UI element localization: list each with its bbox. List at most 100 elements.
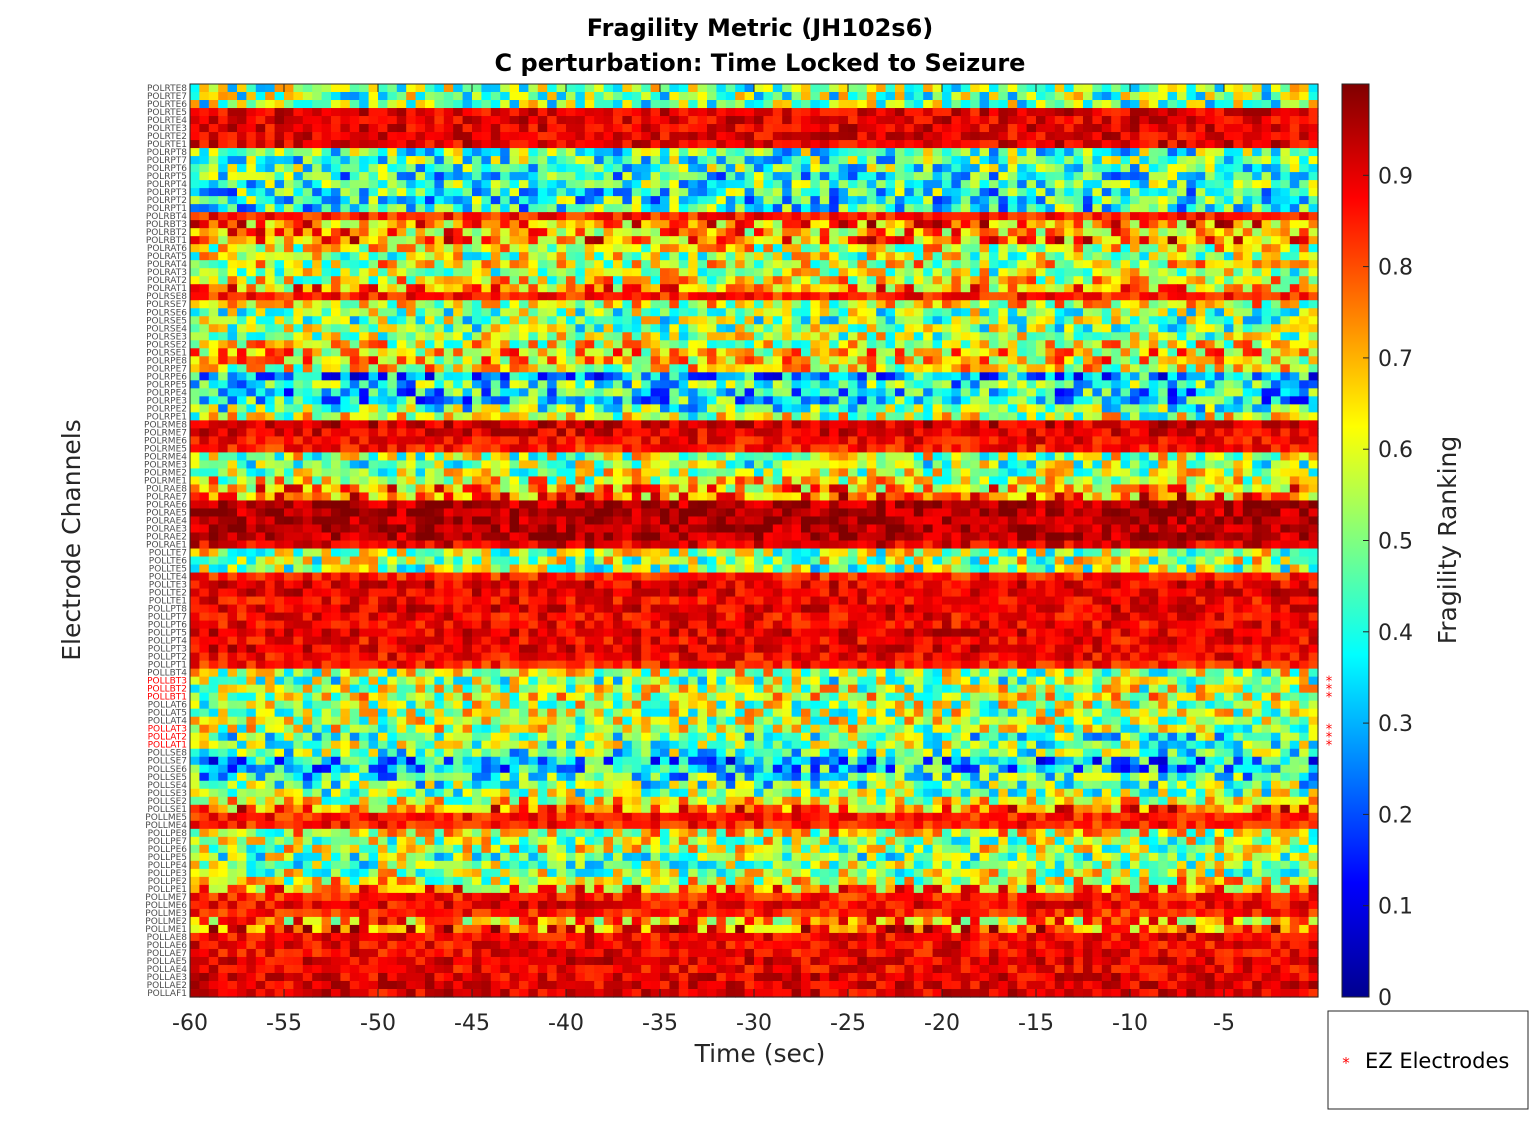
heatmap-cell	[669, 292, 680, 301]
heatmap-cell	[1073, 356, 1084, 365]
heatmap-cell	[528, 108, 539, 117]
heatmap-cell	[998, 84, 1009, 93]
heatmap-cell	[378, 332, 388, 341]
heatmap-cell	[547, 356, 558, 365]
heatmap-cell	[584, 364, 595, 373]
heatmap-cell	[819, 236, 830, 245]
heatmap-cell	[218, 92, 229, 101]
heatmap-cell	[622, 188, 633, 197]
heatmap-cell	[1242, 252, 1253, 261]
heatmap-cell	[293, 204, 304, 213]
heatmap-cell	[556, 372, 567, 381]
heatmap-cell	[735, 188, 746, 197]
heatmap-cell	[1026, 188, 1037, 197]
heatmap-cell	[1007, 236, 1018, 245]
heatmap-cell	[359, 348, 370, 357]
heatmap-cell	[425, 156, 435, 165]
heatmap-cell	[1130, 148, 1140, 157]
heatmap-cell	[1017, 292, 1028, 301]
heatmap-cell	[453, 268, 464, 277]
heatmap-cell	[1073, 108, 1084, 117]
heatmap-cell	[387, 404, 398, 413]
heatmap-cell	[857, 196, 868, 205]
heatmap-cell	[1158, 132, 1169, 141]
heatmap-row	[190, 396, 1319, 405]
heatmap-cell	[1289, 156, 1300, 165]
heatmap-cell	[697, 316, 708, 325]
heatmap-cell	[735, 348, 746, 357]
heatmap-cell	[472, 276, 482, 285]
heatmap-cell	[265, 204, 276, 213]
heatmap-cell	[265, 404, 276, 413]
heatmap-cell	[979, 268, 990, 277]
heatmap-cell	[490, 260, 501, 269]
heatmap-cell	[951, 404, 962, 413]
heatmap-cell	[246, 212, 257, 221]
heatmap-cell	[876, 84, 887, 93]
heatmap-cell	[396, 180, 407, 189]
heatmap-cell	[1233, 284, 1244, 293]
heatmap-cell	[904, 332, 915, 341]
heatmap-cell	[716, 164, 727, 173]
heatmap-cell	[462, 228, 473, 237]
heatmap-cell	[1261, 100, 1272, 109]
heatmap-cell	[340, 228, 351, 237]
heatmap-cell	[1167, 324, 1178, 333]
heatmap-cell	[528, 332, 539, 341]
heatmap-cell	[293, 356, 304, 365]
heatmap-cell	[810, 308, 821, 317]
heatmap-cell	[848, 188, 858, 197]
heatmap-cell	[1205, 388, 1216, 397]
heatmap-cell	[1261, 132, 1272, 141]
heatmap-cell	[1242, 348, 1253, 357]
heatmap-cell	[838, 212, 849, 221]
heatmap-cell	[1158, 108, 1169, 117]
heatmap-cell	[274, 172, 285, 181]
heatmap-cell	[575, 220, 586, 229]
heatmap-cell	[537, 124, 548, 133]
heatmap-cell	[838, 148, 849, 157]
heatmap-cell	[1054, 316, 1065, 325]
heatmap-cell	[537, 268, 548, 277]
heatmap-cell	[584, 212, 595, 221]
heatmap-cell	[1261, 228, 1272, 237]
heatmap-cell	[584, 292, 595, 301]
heatmap-cell	[443, 236, 454, 245]
heatmap-cell	[1195, 244, 1206, 253]
heatmap-cell	[1064, 292, 1075, 301]
heatmap-cell	[1233, 276, 1244, 285]
heatmap-row	[190, 84, 1319, 93]
heatmap-cell	[678, 404, 689, 413]
heatmap-cell	[1299, 172, 1310, 181]
heatmap-cell	[594, 84, 605, 93]
heatmap-cell	[312, 84, 323, 93]
heatmap-cell	[490, 92, 501, 101]
heatmap-cell	[500, 412, 511, 421]
heatmap-cell	[660, 204, 670, 213]
heatmap-cell	[519, 340, 529, 349]
heatmap-cell	[951, 268, 962, 277]
heatmap-cell	[1026, 228, 1037, 237]
heatmap-cell	[1289, 196, 1300, 205]
heatmap-cell	[396, 300, 407, 309]
heatmap-cell	[1007, 364, 1018, 373]
heatmap-cell	[237, 300, 247, 309]
heatmap-cell	[1224, 236, 1234, 245]
heatmap-cell	[1073, 404, 1084, 413]
heatmap-cell	[942, 372, 952, 381]
heatmap-cell	[237, 292, 247, 301]
heatmap-cell	[782, 404, 793, 413]
heatmap-cell	[1233, 316, 1244, 325]
heatmap-cell	[528, 300, 539, 309]
heatmap-cell	[942, 84, 952, 93]
heatmap-cell	[876, 364, 887, 373]
heatmap-cell	[1026, 260, 1037, 269]
heatmap-cell	[387, 324, 398, 333]
heatmap-cell	[434, 316, 445, 325]
heatmap-cell	[1205, 284, 1216, 293]
heatmap-cell	[763, 268, 774, 277]
heatmap-cell	[387, 340, 398, 349]
heatmap-cell	[904, 196, 915, 205]
heatmap-cell	[1158, 116, 1169, 125]
heatmap-cell	[302, 100, 313, 109]
